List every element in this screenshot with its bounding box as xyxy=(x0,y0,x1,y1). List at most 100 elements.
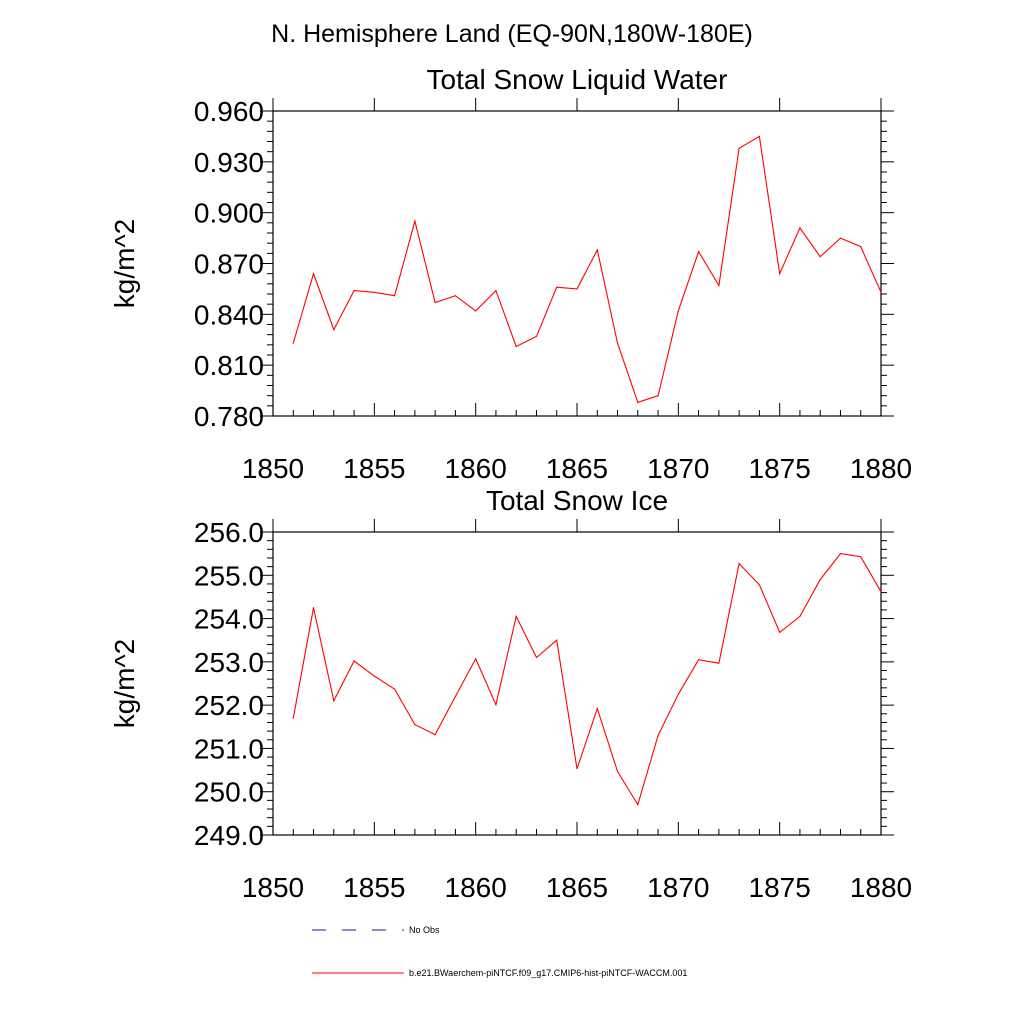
data-point xyxy=(495,290,497,292)
data-point xyxy=(677,310,679,312)
data-point xyxy=(333,700,335,702)
data-point xyxy=(758,584,761,586)
x-tick-label: 1850 xyxy=(242,872,304,903)
data-point xyxy=(860,245,862,248)
y-tick-label: 252.0 xyxy=(194,690,264,721)
data-point xyxy=(616,770,619,772)
data-point xyxy=(880,291,882,293)
y-tick-label: 0.870 xyxy=(194,249,264,280)
x-tick-label: 1860 xyxy=(445,453,507,484)
figure-title: N. Hemisphere Land (EQ-90N,180W-180E) xyxy=(271,20,753,48)
chart-panel: Total Snow Liquid Water kg/m^2 1850 1855 186… xyxy=(109,64,912,484)
data-point xyxy=(779,631,781,634)
y-tick-label: 0.960 xyxy=(194,96,264,127)
data-point xyxy=(434,733,436,736)
data-point xyxy=(819,579,821,581)
data-point xyxy=(414,220,416,222)
data-point xyxy=(414,724,416,726)
data-point xyxy=(596,708,598,710)
y-axis-label: kg/m^2 xyxy=(109,639,140,728)
data-point xyxy=(292,717,294,719)
data-point xyxy=(434,301,436,304)
data-point xyxy=(637,804,639,806)
data-point xyxy=(637,401,639,404)
data-point xyxy=(475,310,477,312)
x-tick-label: 1870 xyxy=(647,872,709,903)
data-point xyxy=(353,290,355,292)
data-point xyxy=(556,286,558,288)
chart-title: Total Snow Ice xyxy=(486,485,668,516)
data-point xyxy=(475,658,477,660)
y-tick-label: 0.810 xyxy=(194,350,264,381)
data-point xyxy=(677,693,679,695)
data-point xyxy=(535,335,538,337)
x-tick-label: 1860 xyxy=(445,872,507,903)
data-point xyxy=(333,328,335,331)
data-point xyxy=(454,295,456,297)
y-tick-label: 0.780 xyxy=(194,401,264,432)
data-point xyxy=(394,688,396,690)
data-point xyxy=(556,639,558,641)
y-tick-label: 0.900 xyxy=(194,198,264,229)
y-tick-label: 0.930 xyxy=(194,147,264,178)
data-point xyxy=(616,342,619,344)
data-point xyxy=(292,342,294,344)
y-tick-label: 253.0 xyxy=(194,647,264,678)
data-point xyxy=(394,295,396,297)
data-point xyxy=(495,704,497,706)
x-tick-label: 1870 xyxy=(647,453,709,484)
y-tick-label: 256.0 xyxy=(194,517,264,548)
data-point xyxy=(515,345,517,348)
data-point xyxy=(839,237,842,239)
plot-frame xyxy=(272,110,882,417)
data-point xyxy=(596,249,598,251)
data-point xyxy=(698,659,700,661)
plot-frame xyxy=(272,531,882,836)
data-point xyxy=(758,135,761,138)
data-point xyxy=(657,395,659,397)
data-point xyxy=(353,660,355,662)
x-tick-label: 1865 xyxy=(546,453,608,484)
data-point xyxy=(515,615,517,618)
y-axis-label: kg/m^2 xyxy=(109,219,140,308)
x-tick-label: 1865 xyxy=(546,872,608,903)
series-line xyxy=(292,135,882,404)
data-point xyxy=(576,768,578,770)
data-point xyxy=(880,591,882,593)
data-point xyxy=(779,273,781,275)
data-point xyxy=(738,147,740,149)
data-point xyxy=(860,556,862,558)
x-tick-label: 1855 xyxy=(343,453,405,484)
chart-panel: Total Snow Ice kg/m^2 1850 1855 1860 1865 1870… xyxy=(109,485,912,903)
x-tick-label: 1850 xyxy=(242,453,304,484)
chart-panels: Total Snow Liquid Water kg/m^2 1850 1855 186… xyxy=(109,64,912,903)
data-point xyxy=(839,553,842,555)
data-point xyxy=(576,288,578,290)
x-tick-label: 1855 xyxy=(343,872,405,903)
chart-title: Total Snow Liquid Water xyxy=(427,64,728,95)
legend-model-label: b.e21.BWaerchem-piNTCF.f09_g17.CMIP6-his… xyxy=(409,968,687,978)
data-point xyxy=(718,284,720,287)
data-point xyxy=(535,656,538,659)
data-point xyxy=(373,291,375,293)
x-tick-label: 1875 xyxy=(749,872,811,903)
data-point xyxy=(657,734,659,737)
chart-legend: No Obs b.e21.BWaerchem-piNTCF.f09_g17.CM… xyxy=(312,925,687,978)
data-point xyxy=(454,695,456,698)
series-line xyxy=(292,553,882,807)
x-tick-label: 1875 xyxy=(749,453,811,484)
y-tick-label: 249.0 xyxy=(194,820,264,851)
data-point xyxy=(718,662,720,664)
y-tick-label: 250.0 xyxy=(194,777,264,808)
data-point xyxy=(312,273,315,275)
data-point xyxy=(312,607,315,609)
x-tick-label: 1880 xyxy=(850,872,912,903)
data-point xyxy=(698,251,700,253)
data-point xyxy=(819,256,821,258)
y-tick-label: 0.840 xyxy=(194,299,264,330)
y-tick-label: 251.0 xyxy=(194,733,264,764)
y-tick-label: 255.0 xyxy=(194,560,264,591)
data-point xyxy=(799,227,801,229)
x-tick-label: 1880 xyxy=(850,453,912,484)
